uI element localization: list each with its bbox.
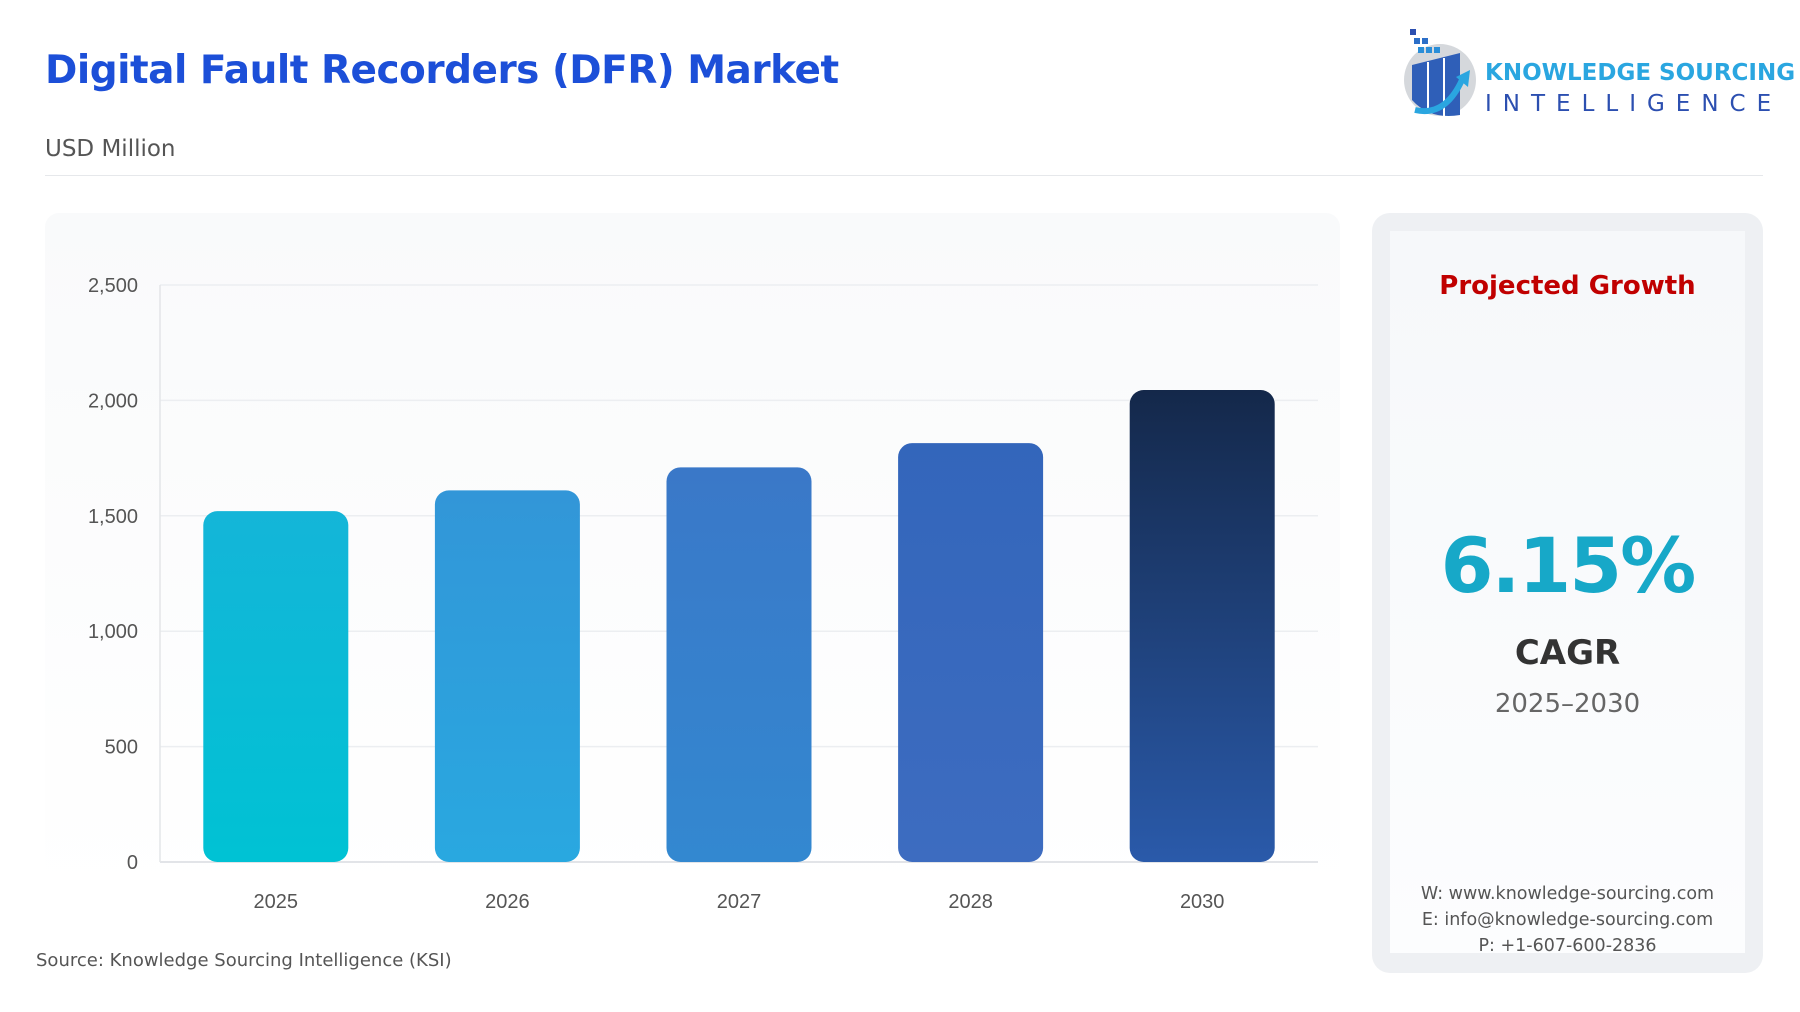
y-tick-label: 1,500 [88,506,138,528]
cagr-period: 2025–2030 [1494,689,1641,719]
bar-2025 [203,511,349,862]
unit-label: USD Million [45,136,176,162]
source-note: Source: Knowledge Sourcing Intelligence … [36,950,452,971]
x-tick-label: 2028 [948,891,993,913]
x-tick-label: 2027 [717,891,762,913]
y-tick-label: 2,500 [88,275,138,297]
logo-text-line2: INTELLIGENCE [1485,91,1783,117]
x-tick-label: 2025 [254,891,299,913]
website-link[interactable]: W: www.knowledge-sourcing.com [1420,884,1715,904]
divider [45,175,1763,176]
ksi-logo: KNOWLEDGE SOURCING INTELLIGENCE [1400,25,1795,120]
y-tick-label: 2,000 [88,390,138,412]
logo-icon [1404,29,1476,117]
bar-2030 [1129,390,1275,862]
logo-text-line1: KNOWLEDGE SOURCING [1485,60,1796,86]
bar-2028 [898,443,1044,862]
y-tick-label: 1,000 [88,621,138,643]
projected-growth-panel: Projected Growth 6.15% CAGR 2025–2030 W:… [1372,213,1763,973]
cagr-label: CAGR [1514,633,1621,673]
bar-chart: 0 500 1,000 1,500 2,000 2,500 2025 2026 2027 2028… [88,275,1318,913]
phone-text: P: +1-607-600-2836 [1478,936,1657,956]
email-link[interactable]: E: info@knowledge-sourcing.com [1421,910,1714,930]
contact-info: W: www.knowledge-sourcing.com E: info@kn… [1390,881,1745,959]
y-tick-label: 500 [105,737,138,759]
page-title: Digital Fault Recorders (DFR) Market [45,48,839,93]
panel-heading: Projected Growth [1439,271,1696,301]
bar-2026 [434,490,580,862]
x-tick-label: 2026 [485,891,530,913]
x-tick-label: 2030 [1180,891,1225,913]
cagr-value: 6.15% [1440,521,1697,610]
y-tick-label: 0 [127,852,138,874]
bar-2027 [666,467,812,862]
